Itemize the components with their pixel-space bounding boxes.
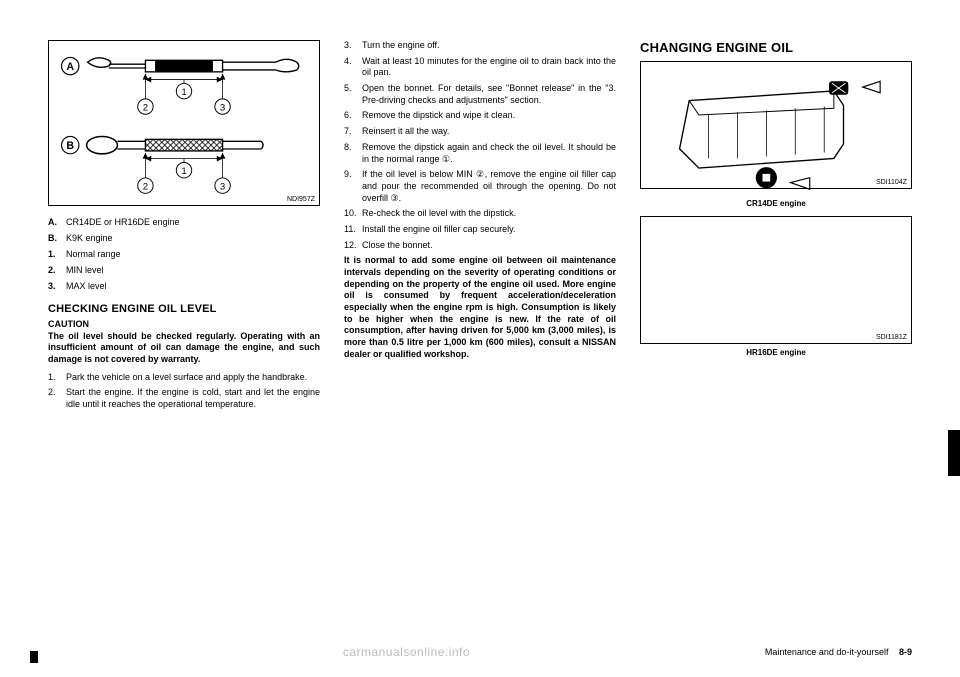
- step-text: Close the bonnet.: [362, 240, 616, 252]
- figure-code: NDI957Z: [287, 196, 315, 203]
- dipstick-figure: A 1: [48, 40, 320, 206]
- step-text: Re-check the oil level with the dipstick…: [362, 208, 616, 220]
- svg-text:A: A: [66, 61, 74, 73]
- legend-key: 3.: [48, 280, 66, 292]
- section-title-changing: CHANGING ENGINE OIL: [640, 40, 912, 55]
- engine-figure-hr16de: SDI1181Z: [640, 216, 912, 344]
- step-num: 12.: [344, 240, 362, 252]
- step-text: Park the vehicle on a level surface and …: [66, 372, 320, 384]
- svg-text:B: B: [66, 140, 74, 152]
- step-text: Wait at least 10 minutes for the engine …: [362, 56, 616, 79]
- page-footer: carmanualsonline.info Maintenance and do…: [48, 645, 912, 659]
- step-num: 6.: [344, 110, 362, 122]
- legend-key: 2.: [48, 264, 66, 276]
- step-num: 8.: [344, 142, 362, 165]
- step-num: 9.: [344, 169, 362, 204]
- legend-text: K9K engine: [66, 232, 320, 244]
- step-text: Install the engine oil filler cap secure…: [362, 224, 616, 236]
- binding-mark: [30, 651, 38, 663]
- step-num: 5.: [344, 83, 362, 106]
- section-tab-marker: [948, 430, 960, 476]
- step-num: 10.: [344, 208, 362, 220]
- svg-text:1: 1: [181, 87, 186, 98]
- step-num: 4.: [344, 56, 362, 79]
- step-text: Remove the dipstick and wipe it clean.: [362, 110, 616, 122]
- footer-label: Maintenance and do-it-yourself: [765, 647, 889, 657]
- column-3: CHANGING ENGINE OIL SDI1104Z CR14DE eng: [640, 40, 912, 415]
- step-text: If the oil level is below MIN ②, remove …: [362, 169, 616, 204]
- legend-text: Normal range: [66, 248, 320, 260]
- legend-text: MAX level: [66, 280, 320, 292]
- step-text: Reinsert it all the way.: [362, 126, 616, 138]
- figure-code: SDI1104Z: [876, 179, 907, 186]
- engine-figure-cr14de: SDI1104Z: [640, 61, 912, 189]
- step-text: Remove the dipstick again and check the …: [362, 142, 616, 165]
- svg-text:3: 3: [220, 181, 225, 192]
- step-num: 2.: [48, 387, 66, 410]
- svg-text:2: 2: [143, 102, 148, 113]
- steps-list-col1: 1.Park the vehicle on a level surface an…: [48, 372, 320, 411]
- step-text: Turn the engine off.: [362, 40, 616, 52]
- steps-list-col2: 3.Turn the engine off. 4.Wait at least 1…: [344, 40, 616, 251]
- figure-caption: CR14DE engine: [640, 199, 912, 208]
- legend-key: 1.: [48, 248, 66, 260]
- legend-text: MIN level: [66, 264, 320, 276]
- step-num: 3.: [344, 40, 362, 52]
- watermark-text: carmanualsonline.info: [343, 645, 470, 659]
- step-text: Open the bonnet. For details, see "Bonne…: [362, 83, 616, 106]
- svg-text:2: 2: [143, 181, 148, 192]
- legend-key: A.: [48, 216, 66, 228]
- svg-text:3: 3: [220, 102, 225, 113]
- section-title-checking: CHECKING ENGINE OIL LEVEL: [48, 303, 320, 315]
- svg-text:1: 1: [181, 166, 186, 177]
- step-text: Start the engine. If the engine is cold,…: [66, 387, 320, 410]
- caution-text: The oil level should be checked regularl…: [48, 331, 320, 366]
- caution-label: CAUTION: [48, 319, 320, 329]
- legend-list: A.CR14DE or HR16DE engine B.K9K engine 1…: [48, 216, 320, 293]
- page-number: 8-9: [899, 647, 912, 657]
- column-2: 3.Turn the engine off. 4.Wait at least 1…: [344, 40, 616, 415]
- step-num: 1.: [48, 372, 66, 384]
- step-num: 7.: [344, 126, 362, 138]
- legend-key: B.: [48, 232, 66, 244]
- consumption-paragraph: It is normal to add some engine oil betw…: [344, 255, 616, 360]
- figure-caption: HR16DE engine: [640, 348, 912, 357]
- step-num: 11.: [344, 224, 362, 236]
- figure-code: SDI1181Z: [876, 334, 907, 341]
- column-1: A 1: [48, 40, 320, 415]
- legend-text: CR14DE or HR16DE engine: [66, 216, 320, 228]
